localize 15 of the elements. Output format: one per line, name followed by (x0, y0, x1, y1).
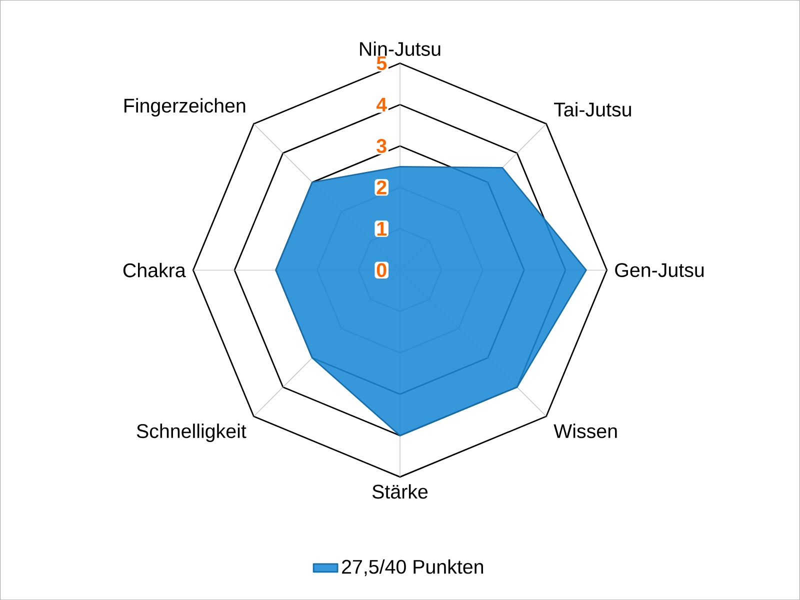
spoke-label: Gen-Jutsu (615, 263, 704, 277)
legend-label: 27,5/40 Punkten (342, 559, 484, 576)
y-tick-label: 2 (376, 180, 386, 194)
y-tick-label: 1 (377, 222, 387, 236)
spoke-label: Chakra (123, 262, 186, 278)
spoke-label: Schnelligkeit (136, 424, 246, 442)
spoke-label: Fingerzeichen (124, 98, 246, 116)
y-tick-label: 3 (376, 138, 386, 153)
y-tick-label: 5 (376, 56, 387, 70)
spoke-label: Tai-Jutsu (554, 102, 631, 116)
spoke-label: Stärke (372, 484, 428, 499)
y-tick-label: 0 (376, 263, 386, 277)
spoke-label: Wissen (554, 424, 617, 438)
spoke-label: Nin-Jutsu (360, 41, 440, 56)
y-tick-label: 4 (376, 98, 387, 112)
